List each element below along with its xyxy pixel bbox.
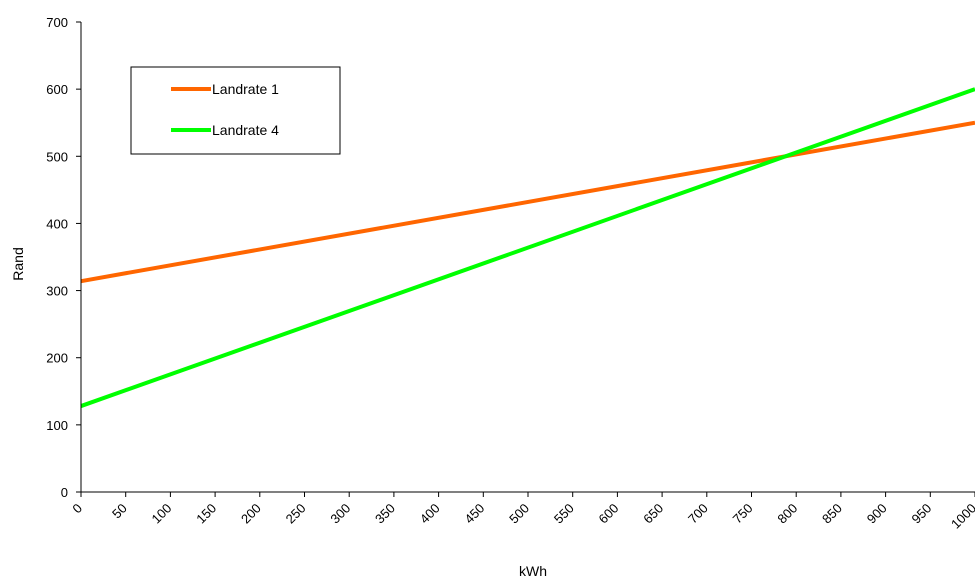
x-tick-label: 950 bbox=[908, 501, 934, 527]
x-tick-label: 250 bbox=[283, 501, 309, 527]
x-tick-label: 800 bbox=[774, 501, 800, 527]
series-layer bbox=[80, 87, 975, 408]
x-tick-label: 900 bbox=[864, 501, 890, 527]
series-line-1 bbox=[80, 120, 975, 284]
x-tick-label: 600 bbox=[596, 501, 622, 527]
x-tick-label: 450 bbox=[461, 501, 487, 527]
x-tick-label: 150 bbox=[193, 501, 219, 527]
x-tick-label: 500 bbox=[506, 501, 532, 527]
y-tick-label: 500 bbox=[46, 149, 68, 164]
y-tick-label: 300 bbox=[46, 284, 68, 299]
x-tick-label: 0 bbox=[69, 501, 85, 517]
series-line-2 bbox=[80, 87, 975, 408]
x-tick-label: 350 bbox=[372, 501, 398, 527]
x-tick-label: 650 bbox=[640, 501, 666, 527]
x-tick-label: 1000 bbox=[948, 501, 975, 532]
y-tick-label: 0 bbox=[61, 485, 68, 500]
y-tick-label: 400 bbox=[46, 216, 68, 231]
x-tick-label: 100 bbox=[149, 501, 175, 527]
x-tick-label: 300 bbox=[327, 501, 353, 527]
x-tick-label: 200 bbox=[238, 501, 264, 527]
legend-box bbox=[130, 66, 341, 155]
y-tick-label: 700 bbox=[46, 15, 68, 30]
x-tick-label: 850 bbox=[819, 501, 845, 527]
x-tick-label: 400 bbox=[417, 501, 443, 527]
legend: Landrate 1 Landrate 4 bbox=[130, 66, 341, 155]
x-axis-ticks: 0 50 100 150 200 250 300 350 400 450 500 550 600 650 7… bbox=[69, 492, 975, 532]
x-axis-title: kWh bbox=[519, 563, 547, 578]
x-tick-label: 50 bbox=[109, 501, 130, 522]
y-tick-label: 600 bbox=[46, 82, 68, 97]
y-tick-label: 200 bbox=[46, 351, 68, 366]
x-tick-label: 700 bbox=[685, 501, 711, 527]
x-tick-label: 550 bbox=[551, 501, 577, 527]
x-tick-label: 750 bbox=[730, 501, 756, 527]
y-tick-label: 100 bbox=[46, 418, 68, 433]
legend-label-2: Landrate 4 bbox=[212, 122, 279, 138]
legend-label-1: Landrate 1 bbox=[212, 81, 279, 97]
y-axis-title: Rand bbox=[10, 247, 26, 280]
y-axis-ticks: 0 100 200 300 400 500 600 700 bbox=[46, 15, 81, 500]
